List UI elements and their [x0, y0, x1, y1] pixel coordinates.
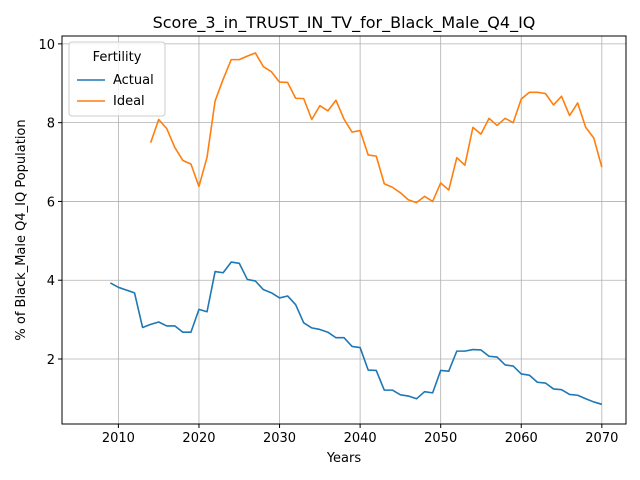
- x-tick-label: 2020: [182, 431, 215, 446]
- legend-label-actual: Actual: [113, 73, 154, 88]
- y-tick-label: 6: [47, 195, 55, 210]
- x-axis-label: Years: [326, 451, 362, 466]
- x-tick-label: 2060: [505, 431, 538, 446]
- chart-title: Score_3_in_TRUST_IN_TV_for_Black_Male_Q4…: [153, 13, 536, 33]
- series-line-ideal: [149, 52, 603, 204]
- x-tick-label: 2050: [424, 431, 457, 446]
- legend-title: Fertility: [93, 50, 142, 65]
- plot-frame: [61, 35, 627, 425]
- y-tick-label: 10: [38, 38, 55, 53]
- x-tick-label: 2040: [344, 431, 377, 446]
- axis-ticks: 2010 2020 2030 2040 2050 2060 2070 2 4 6 8 10: [38, 38, 618, 446]
- legend-box: [68, 41, 166, 117]
- legend: Fertility Actual Ideal: [68, 41, 166, 117]
- y-tick-label: 8: [47, 117, 55, 132]
- x-tick-label: 2010: [102, 431, 135, 446]
- series-lines: [109, 52, 603, 406]
- legend-items: Actual Ideal: [77, 73, 154, 109]
- series-line-actual: [109, 261, 603, 406]
- x-tick-label: 2070: [585, 431, 618, 446]
- x-tick-label: 2030: [263, 431, 296, 446]
- y-tick-label: 2: [47, 353, 55, 368]
- grid: [62, 36, 626, 424]
- y-axis-label: % of Black_Male Q4_IQ Population: [14, 119, 29, 340]
- legend-label-ideal: Ideal: [113, 94, 145, 109]
- y-tick-label: 4: [47, 274, 55, 289]
